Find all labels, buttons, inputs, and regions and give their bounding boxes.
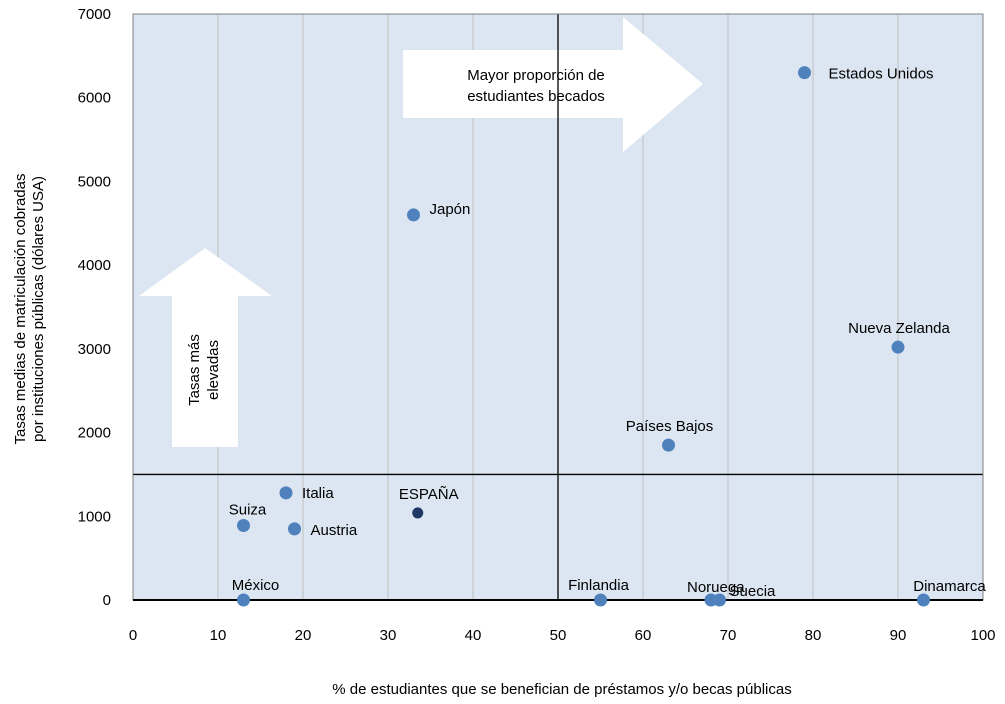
y-axis-title-line-1: Tasas medias de matriculación cobradas bbox=[12, 174, 29, 445]
point-label-austria: Austria bbox=[311, 522, 358, 539]
y-tick-label: 5000 bbox=[78, 173, 111, 190]
point-label-finlandia: Finlandia bbox=[568, 577, 630, 594]
data-point-austria bbox=[288, 522, 301, 536]
y-tick-label: 6000 bbox=[78, 90, 111, 107]
data-point-suiza bbox=[237, 518, 250, 532]
point-label-países-bajos: Países Bajos bbox=[626, 418, 714, 435]
up-arrow-shape bbox=[139, 248, 272, 447]
data-point-dinamarca bbox=[917, 593, 930, 607]
x-tick-label: 10 bbox=[210, 627, 227, 644]
y-tick-label: 4000 bbox=[78, 257, 111, 274]
y-tick-label: 3000 bbox=[78, 341, 111, 358]
point-label-nueva-zelanda: Nueva Zelanda bbox=[848, 320, 950, 337]
x-tick-label: 60 bbox=[635, 627, 652, 644]
y-tick-label: 1000 bbox=[78, 508, 111, 525]
point-label-dinamarca: Dinamarca bbox=[913, 578, 986, 595]
point-label-japón: Japón bbox=[430, 201, 471, 218]
point-label-noruega: Noruega bbox=[687, 579, 745, 596]
x-tick-label: 20 bbox=[295, 627, 312, 644]
annotation-arrows: Mayor proporción de estudiantes becados … bbox=[139, 17, 703, 447]
point-label-españa: ESPAÑA bbox=[399, 486, 459, 503]
x-tick-label: 0 bbox=[129, 627, 137, 644]
up-arrow-text-line-2: elevadas bbox=[205, 340, 222, 400]
point-label-estados-unidos: Estados Unidos bbox=[829, 66, 934, 83]
reference-lines bbox=[133, 14, 983, 600]
point-label-méxico: México bbox=[232, 577, 280, 594]
point-label-suecia: Suecia bbox=[730, 583, 777, 600]
x-axis-title: % de estudiantes que se benefician de pr… bbox=[332, 681, 791, 698]
data-point-españa bbox=[412, 507, 424, 519]
x-tick-label: 80 bbox=[805, 627, 822, 644]
y-axis-title-line-2: por instituciones públicas (dólares USA) bbox=[30, 176, 47, 442]
point-label-italia: Italia bbox=[302, 485, 334, 502]
x-tick-label: 30 bbox=[380, 627, 397, 644]
right-arrow-text-line-1: Mayor proporción de bbox=[467, 67, 605, 84]
x-tick-label: 100 bbox=[970, 627, 995, 644]
data-point-japón bbox=[407, 208, 420, 222]
data-point-méxico bbox=[237, 593, 250, 607]
x-tick-label: 70 bbox=[720, 627, 737, 644]
y-tick-label: 2000 bbox=[78, 425, 111, 442]
up-arrow-text-line-1: Tasas más bbox=[186, 334, 203, 406]
x-tick-label: 50 bbox=[550, 627, 567, 644]
point-label-suiza: Suiza bbox=[229, 501, 267, 518]
data-point-italia bbox=[279, 486, 293, 500]
axes: 0 10 20 30 40 50 60 70 80 90 100010002000300040005… bbox=[78, 6, 996, 644]
y-tick-label: 7000 bbox=[78, 6, 111, 23]
data-point-nueva-zelanda bbox=[891, 340, 905, 354]
y-tick-label: 0 bbox=[103, 592, 111, 609]
data-point-finlandia bbox=[594, 593, 607, 607]
right-arrow-text-line-2: estudiantes becados bbox=[467, 88, 605, 105]
data-point-estados-unidos bbox=[798, 66, 811, 80]
data-point-países-bajos bbox=[662, 438, 675, 452]
data-point-suecia bbox=[713, 593, 726, 607]
x-tick-label: 40 bbox=[465, 627, 482, 644]
data-points: Estados Unidos Japón Nueva Zelanda Países B… bbox=[229, 66, 986, 607]
right-arrow-shape bbox=[403, 17, 703, 152]
x-tick-label: 90 bbox=[890, 627, 907, 644]
